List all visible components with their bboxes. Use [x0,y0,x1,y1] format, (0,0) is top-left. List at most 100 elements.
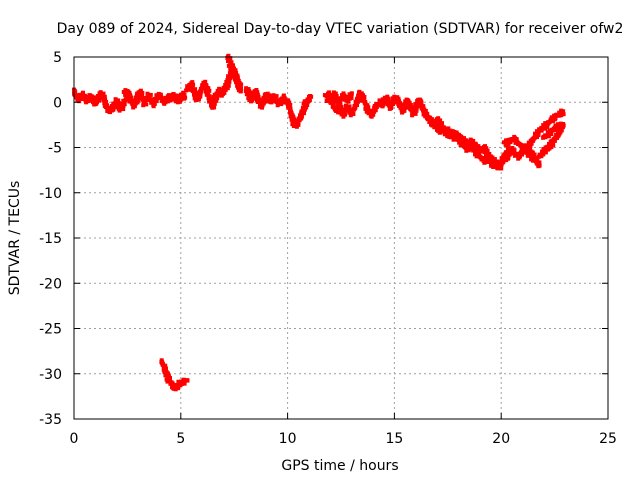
data-point [333,97,338,102]
data-point [348,113,353,118]
data-point [94,99,99,104]
data-point [454,130,459,135]
series-segment-a [72,87,128,115]
data-point [368,113,373,118]
data-point [258,101,262,106]
data-point [329,97,334,102]
x-axis-title: GPS time / hours [281,458,398,474]
data-point [371,112,376,117]
data-point [458,143,463,147]
data-point [176,98,181,103]
data-point [336,106,341,111]
data-point [86,97,91,102]
data-point [472,147,477,152]
y-axis-title: SDTVAR / TECUs [7,181,23,296]
data-point [485,149,490,154]
data-point [238,86,243,91]
data-point [527,143,532,148]
data-point [274,99,279,104]
data-point [360,96,365,100]
data-point [528,152,533,157]
data-point [536,154,541,159]
data-point [530,155,535,159]
data-point [550,140,555,145]
data-point [349,110,354,115]
data-point [84,100,89,105]
data-point [502,156,507,160]
data-point [213,94,218,99]
data-point [176,379,181,384]
data-point [275,103,280,108]
data-point [540,149,544,154]
data-point [137,89,142,94]
data-point [136,98,141,103]
data-point [223,85,228,90]
data-point [180,381,185,386]
data-point [326,91,330,96]
data-point [514,138,519,143]
data-point [289,111,294,116]
data-point [508,147,513,151]
data-point [507,150,512,154]
data-point [288,102,293,107]
data-point [231,70,236,75]
data-point [331,102,336,107]
data-point [268,99,273,104]
data-point [422,110,427,115]
data-point [128,97,133,102]
data-point [89,96,94,101]
data-point [519,147,524,152]
data-point [561,112,566,117]
data-point [543,124,548,129]
y-tick-label: -5 [48,141,62,157]
data-point [307,97,312,102]
data-point [464,148,469,153]
chart-title: Day 089 of 2024, Sidereal Day-to-day VTE… [57,21,624,37]
x-tick-label: 25 [599,431,617,447]
data-point [408,104,413,109]
data-point [374,105,379,109]
data-point [185,378,190,383]
data-point [553,123,558,128]
series-segment-c [184,63,243,110]
data-point [212,100,216,105]
data-point [557,113,562,118]
series-segment-m [501,134,542,169]
data-point [559,122,563,126]
y-tick-label: -25 [39,322,62,338]
data-point [76,98,81,103]
x-tick-label: 0 [70,431,79,447]
data-point [337,99,342,104]
data-point [440,121,444,126]
data-point [97,94,102,99]
data-point [421,107,426,112]
data-point [182,92,187,97]
data-point [176,93,181,98]
data-point [263,92,268,97]
data-point [427,117,432,122]
data-point [427,120,432,124]
data-point [414,108,419,113]
x-tick-label: 20 [492,431,510,447]
data-point [513,140,518,145]
data-point [495,159,500,164]
data-point [343,112,348,117]
data-point [113,97,118,102]
data-point [253,94,258,99]
data-point [239,82,244,87]
data-point [457,140,462,145]
data-points [72,53,566,392]
data-point [154,97,159,102]
data-point [135,93,140,98]
data-point [133,97,138,102]
data-point [227,59,231,63]
data-point [537,160,542,165]
data-point [520,144,525,149]
data-point [190,84,195,89]
data-point [495,161,500,166]
data-point [536,130,541,135]
data-point [148,92,153,97]
data-point [301,106,306,111]
data-point [400,110,405,115]
data-point [201,81,206,86]
